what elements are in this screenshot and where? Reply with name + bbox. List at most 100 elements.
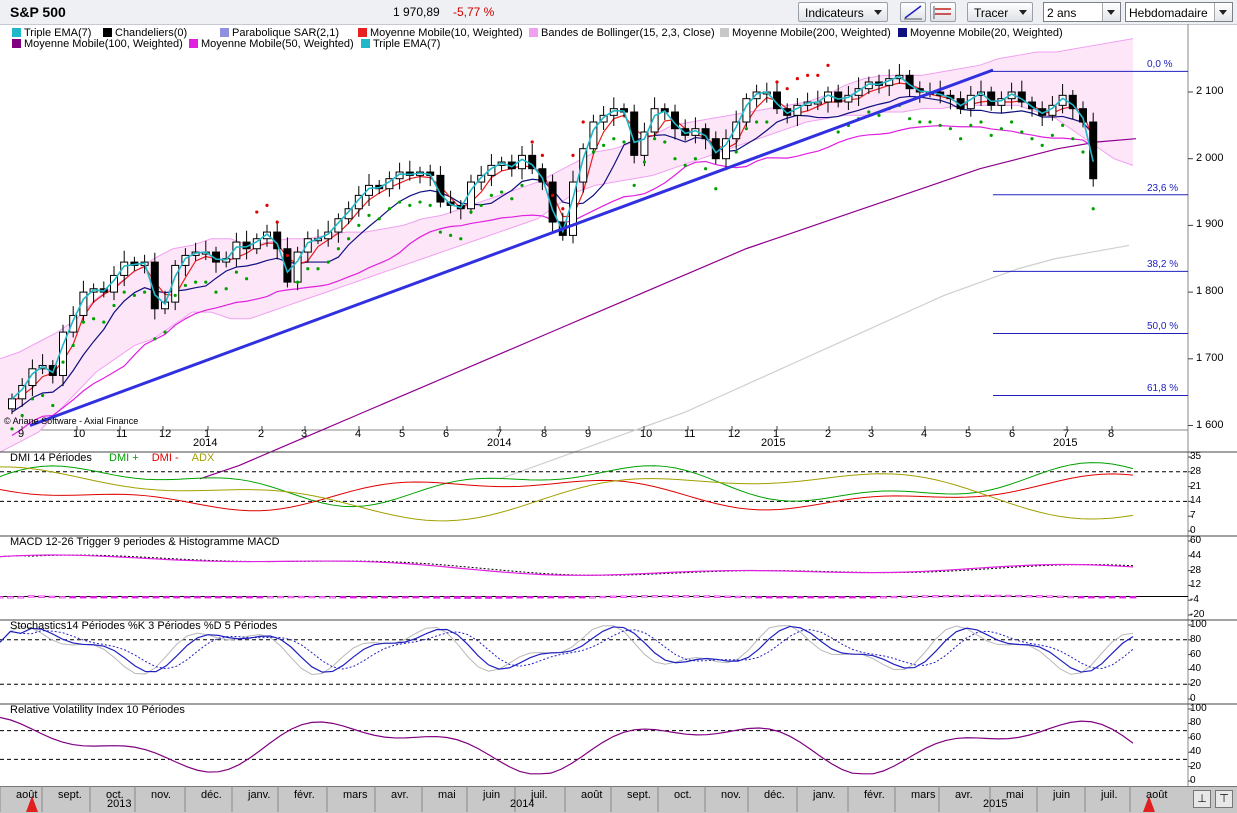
y-tick-label: 60 — [1190, 535, 1202, 546]
zoom-in-button[interactable]: ⊤ — [1215, 790, 1233, 808]
sar-dot — [632, 183, 636, 187]
macd-histogram-bar — [48, 595, 56, 599]
price-change: -5,77 % — [453, 5, 495, 19]
year-label: 2014 — [193, 437, 218, 449]
macd-histogram-bar — [69, 596, 77, 599]
trendline-tool-button[interactable] — [900, 2, 926, 22]
sar-dot — [1020, 130, 1024, 134]
adx-label: ADX — [191, 452, 215, 464]
sar-dot — [183, 283, 187, 288]
y-tick-label: 1 800 — [1196, 285, 1224, 298]
tracer-button[interactable]: Tracer — [967, 2, 1033, 22]
fibonacci-label: 61,8 % — [1147, 383, 1179, 395]
x-tick-label: 11 — [684, 428, 696, 440]
indicators-button-label: Indicateurs — [805, 6, 864, 20]
sar-dot — [622, 140, 626, 144]
timeline-month-label: mai — [1006, 789, 1024, 801]
sar-dot — [398, 200, 402, 204]
sar-dot — [1030, 137, 1034, 141]
x-tick-label: 7 — [1063, 428, 1070, 440]
period-select[interactable]: 2 ans — [1043, 2, 1121, 22]
sar-dot — [1071, 137, 1075, 141]
macd-histogram-bar — [848, 596, 856, 599]
candle-body — [742, 98, 751, 123]
x-tick-label: 8 — [1108, 428, 1115, 440]
dmi-title: DMI 14 Périodes — [10, 452, 92, 464]
legend-item: Triple EMA(7) — [361, 38, 440, 50]
timeline-month-label: août — [16, 789, 38, 801]
sar-dot — [428, 203, 432, 207]
macd-histogram-bar — [880, 596, 887, 599]
fibonacci-label: 38,2 % — [1147, 259, 1179, 271]
horizontal-line-tool-button[interactable] — [930, 2, 956, 22]
timeline-handle[interactable] — [26, 796, 38, 812]
macd-histogram-bar — [599, 595, 607, 599]
candle-body — [487, 164, 496, 176]
macd-histogram-bar — [651, 595, 659, 598]
frequency-select-value: Hebdomadaire — [1129, 6, 1208, 20]
legend-swatch — [358, 28, 367, 37]
rvi-panel-title: Relative Volatility Index 10 Périodes — [10, 704, 185, 716]
macd-histogram-bar — [609, 595, 617, 598]
bollinger-upper-line — [0, 38, 1134, 360]
frequency-select[interactable]: Hebdomadaire — [1125, 2, 1233, 22]
macd-histogram-bar — [703, 595, 711, 598]
timeline-month-label: avr. — [391, 789, 409, 801]
sar-dot — [122, 290, 126, 294]
macd-histogram-bar — [537, 596, 544, 599]
macd-histogram-bar — [1119, 596, 1127, 599]
indicators-button[interactable]: Indicateurs — [798, 2, 888, 22]
timeline-month-label: août — [1146, 789, 1168, 801]
macd-histogram-bar — [17, 596, 25, 599]
macd-histogram-bar — [578, 596, 586, 599]
tracer-button-label: Tracer — [974, 6, 1009, 20]
macd-histogram-bar — [453, 596, 461, 599]
legend-label: Triple EMA(7) — [373, 38, 441, 50]
sar-dot — [469, 210, 473, 214]
macd-histogram-bar — [505, 596, 513, 599]
timeline-track[interactable] — [0, 786, 1237, 812]
timeline-month-label: mai — [438, 789, 456, 801]
ma200-line — [499, 244, 1130, 480]
y-tick-label: -4 — [1190, 594, 1199, 606]
legend-label: Moyenne Mobile(50, Weighted) — [201, 38, 354, 50]
sar-dot — [806, 73, 810, 77]
y-tick-label: 12 — [1190, 579, 1202, 591]
dmi-plus-line — [0, 462, 1134, 508]
y-tick-label: 44 — [1190, 549, 1202, 561]
legend-swatch — [12, 28, 21, 37]
timeline-month-label: mars — [911, 789, 936, 801]
macd-histogram-bar — [318, 595, 326, 599]
timeline-month-label: nov. — [721, 789, 741, 801]
y-tick-label: 35 — [1190, 451, 1202, 462]
legend-swatch — [189, 39, 198, 48]
macd-histogram-bar — [1077, 596, 1085, 599]
chevron-down-icon — [874, 10, 882, 15]
year-label: 2015 — [761, 437, 786, 449]
candle-body — [79, 291, 88, 316]
timeline-month-label: juil. — [1101, 789, 1118, 801]
stoch-d-line — [0, 629, 1134, 670]
macd-histogram-bar — [194, 596, 201, 599]
sar-dot — [877, 113, 881, 117]
macd-histogram-bar — [516, 596, 524, 599]
timeline-handle[interactable] — [1143, 796, 1155, 812]
macd-histogram-bar — [246, 596, 253, 599]
zoom-out-button[interactable]: ⊥ — [1193, 790, 1211, 808]
sar-dot — [969, 123, 973, 127]
timeline-scroller[interactable] — [0, 786, 1237, 813]
macd-histogram-bar — [412, 596, 420, 599]
y-tick-label: 1 900 — [1196, 218, 1224, 231]
sar-dot — [326, 260, 330, 264]
macd-histogram-bar — [890, 595, 898, 599]
price-chart[interactable] — [0, 0, 1237, 786]
legend-item: Parabolique SAR(2,1) — [220, 27, 339, 39]
y-tick-label: 40 — [1190, 663, 1202, 675]
macd-histogram-bar — [1036, 595, 1043, 598]
horizontal-lines-icon — [933, 6, 951, 19]
timeline-month-label: oct. — [674, 789, 692, 801]
macd-histogram-bar — [1056, 595, 1064, 598]
legend-item: Moyenne Mobile(100, Weighted) — [12, 38, 183, 50]
sar-dot — [143, 290, 147, 294]
macd-histogram-bar — [589, 596, 596, 599]
